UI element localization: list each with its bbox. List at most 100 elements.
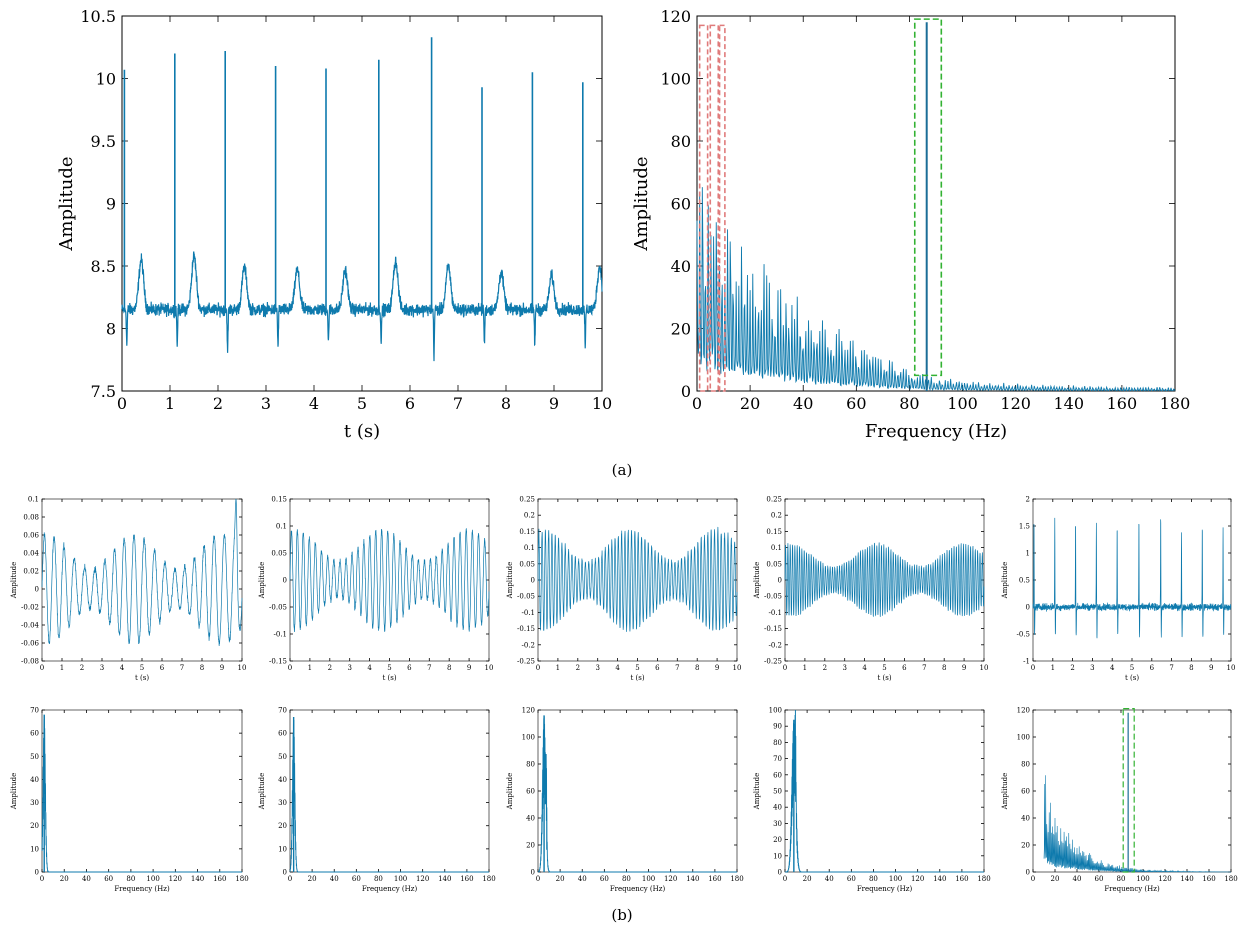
x-tick-label: 5 xyxy=(357,394,367,413)
red-dashed-box xyxy=(698,24,709,392)
y-tick-label: 0.1 xyxy=(28,496,39,504)
y-tick-label: 70 xyxy=(773,755,782,763)
x-tick-label: 180 xyxy=(977,875,990,883)
x-tick-label: 4 xyxy=(367,664,372,672)
x-axis-label: Frequency (Hz) xyxy=(857,885,913,893)
x-tick-label: 160 xyxy=(955,875,968,883)
x-tick-label: 20 xyxy=(803,875,812,883)
x-tick-label: 60 xyxy=(104,875,113,883)
y-tick-label: -0.02 xyxy=(21,604,39,612)
y-tick-label: 20 xyxy=(278,822,287,830)
y-tick-label: -0.05 xyxy=(269,604,287,612)
y-tick-label: 0.15 xyxy=(519,528,535,536)
y-axis-label: Amplitude xyxy=(56,156,77,251)
x-tick-label: 80 xyxy=(899,394,919,413)
x-axis-label: t (s) xyxy=(382,674,396,682)
y-tick-label: 0.1 xyxy=(771,544,782,552)
x-axis-label: t (s) xyxy=(344,421,380,442)
y-tick-label: 70 xyxy=(278,707,287,715)
x-tick-label: 6 xyxy=(407,664,412,672)
x-tick-label: 60 xyxy=(600,875,609,883)
x-tick-label: 7 xyxy=(427,664,431,672)
red-dashed-box xyxy=(718,24,726,392)
y-tick-label: 100 xyxy=(769,707,782,715)
x-tick-label: 2 xyxy=(213,394,223,413)
x-tick-label: 1 xyxy=(1051,664,1055,672)
y-tick-label: 20 xyxy=(773,836,782,844)
y-tick-label: -0.5 xyxy=(1017,631,1031,639)
x-tick-label: 1 xyxy=(60,664,64,672)
y-tick-label: 30 xyxy=(278,799,287,807)
x-tick-label: 4 xyxy=(862,664,867,672)
y-tick-label: 100 xyxy=(1017,734,1030,742)
x-tick-label: 120 xyxy=(416,875,429,883)
chart-b-spec2: 0 20 40 60 80 100 120 140 160 180 0 10 20 30 40 50 60 70 F… xyxy=(258,707,496,894)
y-tick-label: -0.08 xyxy=(21,658,39,666)
y-tick-label: 40 xyxy=(1021,815,1030,823)
x-tick-label: 60 xyxy=(846,394,866,413)
x-tick-label: 2 xyxy=(1070,664,1074,672)
x-tick-label: 3 xyxy=(595,664,599,672)
x-tick-label: 60 xyxy=(847,875,856,883)
y-tick-label: 0.15 xyxy=(766,528,782,536)
x-tick-label: 80 xyxy=(126,875,135,883)
y-tick-label: 30 xyxy=(30,799,39,807)
x-tick-label: 160 xyxy=(213,875,226,883)
green-dashed-box xyxy=(1122,708,1135,873)
x-tick-label: 180 xyxy=(730,875,743,883)
x-axis-label: Frequency (Hz) xyxy=(1104,885,1160,893)
y-axis-label: Amplitude xyxy=(506,562,514,600)
x-tick-label: 100 xyxy=(1136,875,1149,883)
x-tick-label: 1 xyxy=(803,664,807,672)
x-tick-label: 10 xyxy=(238,664,247,672)
chart-b-imf2: 0 1 2 3 4 5 6 7 8 9 10 -0.15 -0.1 -0.05 0 0.05 0.1 0.15 t … xyxy=(258,496,493,683)
y-tick-label: 7.5 xyxy=(91,382,116,401)
x-tick-label: 10 xyxy=(733,664,742,672)
x-tick-label: 1 xyxy=(165,394,175,413)
chart-b-spec5: 0 20 40 60 80 100 120 140 160 180 0 20 40 60 80 100 120 F… xyxy=(1001,707,1238,894)
y-axis-label: Amplitude xyxy=(1001,773,1009,811)
y-tick-label: -0.25 xyxy=(517,658,535,666)
x-tick-label: 6 xyxy=(160,664,165,672)
x-tick-label: 7 xyxy=(180,664,184,672)
x-tick-label: 1 xyxy=(556,664,560,672)
x-tick-label: 0 xyxy=(40,875,44,883)
y-tick-label: 20 xyxy=(30,822,39,830)
x-tick-label: 120 xyxy=(1000,394,1031,413)
x-tick-label: 0 xyxy=(783,875,787,883)
x-tick-label: 180 xyxy=(1160,394,1191,413)
y-axis-label: Amplitude xyxy=(631,156,652,251)
y-tick-label: 60 xyxy=(526,788,535,796)
x-tick-label: 100 xyxy=(947,394,978,413)
y-tick-label: 9.5 xyxy=(91,132,116,151)
y-tick-label: 0 xyxy=(1026,604,1030,612)
x-axis-label: t (s) xyxy=(877,674,891,682)
green-dashed-box xyxy=(913,18,943,377)
y-tick-label: 50 xyxy=(773,788,782,796)
imf-signal xyxy=(784,542,985,618)
plot-frame xyxy=(289,709,490,873)
x-tick-label: 8 xyxy=(447,664,451,672)
x-tick-label: 5 xyxy=(1130,664,1134,672)
chart-a-time: 0 1 2 3 4 5 6 7 8 9 10 7.5 8 8.5 9 9.5 10 10.5 t (s) Amplit… xyxy=(56,7,612,442)
y-tick-label: 40 xyxy=(278,776,287,784)
y-tick-label: 8 xyxy=(106,320,116,339)
caption-a: (a) xyxy=(612,461,633,479)
x-axis-label: Frequency (Hz) xyxy=(362,885,418,893)
x-tick-label: 0 xyxy=(536,664,540,672)
x-tick-label: 0 xyxy=(117,394,127,413)
x-tick-label: 10 xyxy=(485,664,494,672)
y-tick-label: 80 xyxy=(1021,761,1030,769)
y-tick-label: -0.15 xyxy=(764,625,782,633)
y-tick-label: 60 xyxy=(30,730,39,738)
imf-signal xyxy=(41,498,243,646)
y-tick-label: 10.5 xyxy=(80,7,116,26)
y-tick-label: 0.25 xyxy=(766,496,782,504)
chart-b-imf1: 0 1 2 3 4 5 6 7 8 9 10 -0.08 -0.06 -0.04 -0.02 0 0.02 0.0… xyxy=(10,496,246,683)
x-tick-label: 0 xyxy=(40,664,44,672)
x-tick-label: 40 xyxy=(578,875,587,883)
x-tick-label: 120 xyxy=(1158,875,1171,883)
x-tick-label: 40 xyxy=(793,394,813,413)
x-tick-label: 8 xyxy=(942,664,946,672)
